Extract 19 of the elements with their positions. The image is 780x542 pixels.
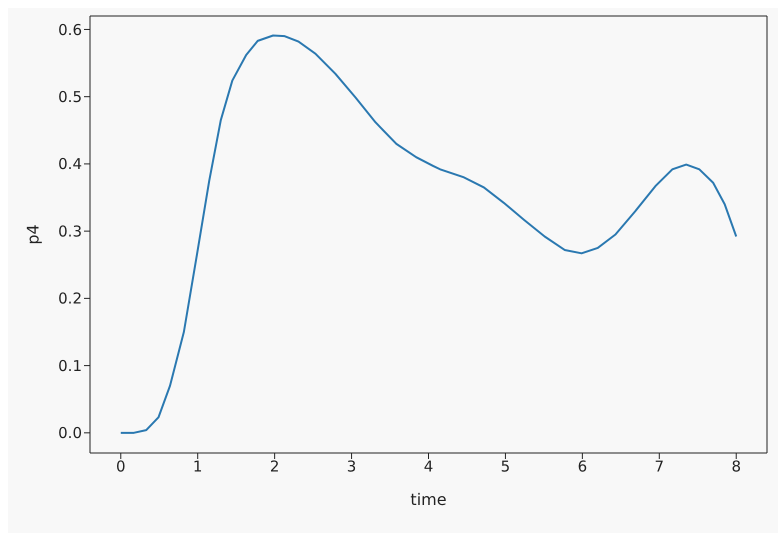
x-tick-label: 2 — [270, 458, 280, 476]
x-tick-label: 5 — [500, 458, 510, 476]
y-axis-title: p4 — [24, 224, 43, 245]
y-tick-label: 0.0 — [58, 424, 82, 442]
y-tick-label: 0.2 — [58, 290, 82, 308]
x-tick-label: 3 — [346, 458, 356, 476]
line-series — [120, 34, 738, 434]
y-tick-label: 0.6 — [58, 20, 82, 39]
x-tick-label: 6 — [578, 458, 588, 476]
y-tick-label: 0.5 — [58, 88, 82, 106]
y-tick-label: 0.4 — [58, 155, 82, 174]
x-tick-label: 8 — [731, 458, 741, 476]
y-tick-label: 0.1 — [58, 356, 82, 375]
x-tick-label: 0 — [116, 458, 126, 476]
x-axis-title: time — [410, 490, 447, 509]
x-tick-label: 4 — [424, 458, 434, 476]
x-tick-label: 1 — [192, 458, 202, 476]
y-tick-label: 0.3 — [58, 222, 82, 240]
x-tick-label: 7 — [654, 458, 664, 476]
